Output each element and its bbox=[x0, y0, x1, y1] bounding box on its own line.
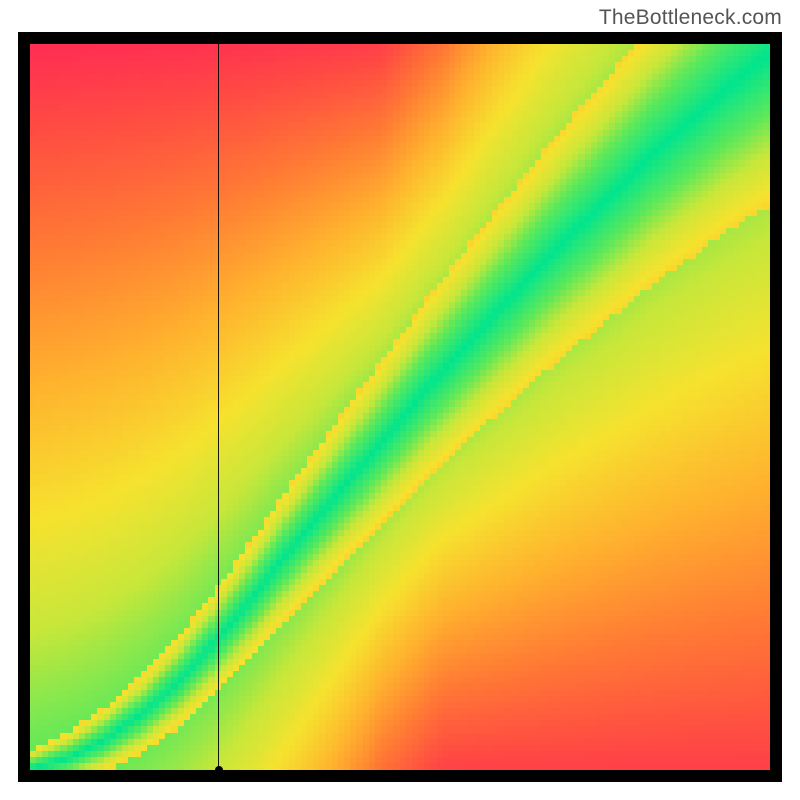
heatmap-canvas bbox=[30, 44, 770, 770]
root-container: TheBottleneck.com bbox=[0, 0, 800, 800]
plot-inner bbox=[30, 44, 770, 770]
watermark-text: TheBottleneck.com bbox=[599, 6, 782, 30]
plot-frame bbox=[18, 32, 782, 782]
crosshair-vertical-line bbox=[218, 44, 219, 770]
crosshair-dot bbox=[215, 766, 223, 774]
